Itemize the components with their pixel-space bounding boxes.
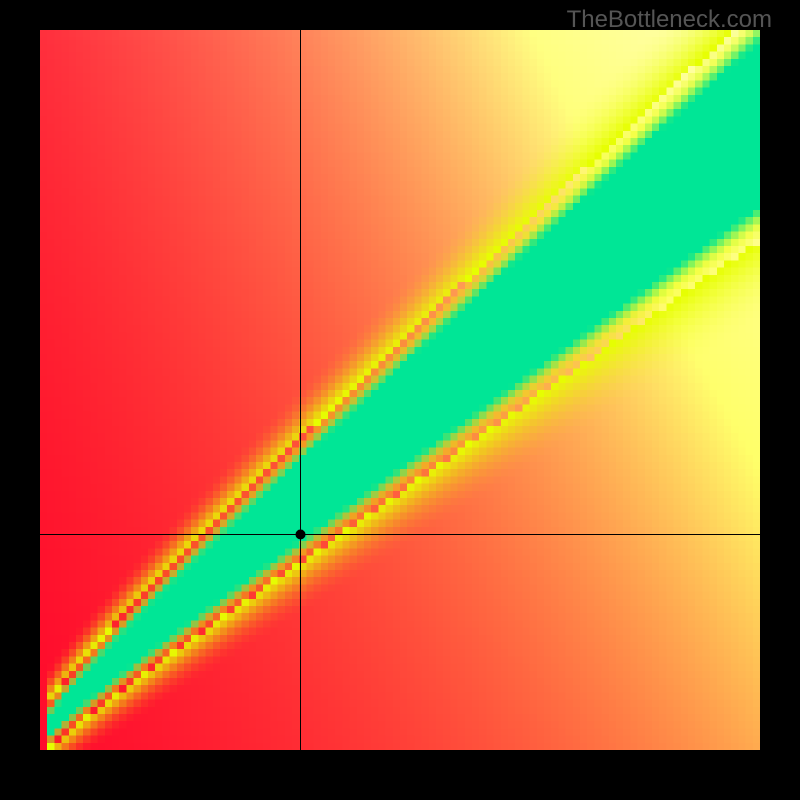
overlay-canvas <box>40 30 760 750</box>
chart-root: TheBottleneck.com <box>0 0 800 800</box>
watermark-text: TheBottleneck.com <box>567 6 772 34</box>
